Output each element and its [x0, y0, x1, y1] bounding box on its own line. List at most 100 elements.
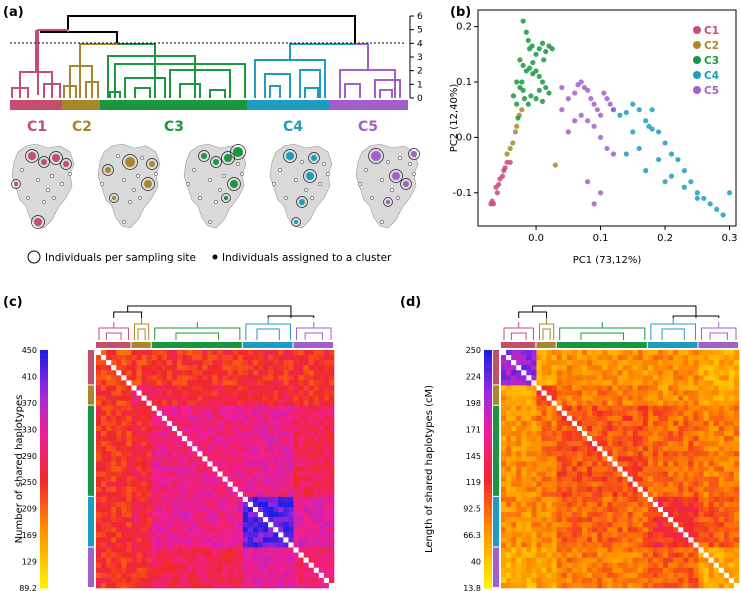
heatmap-cell [328, 395, 335, 401]
heatmap-cell [652, 436, 659, 442]
heatmap-cell [587, 517, 593, 523]
heatmap-cell [96, 446, 102, 452]
heatmap-cell [263, 415, 269, 422]
heatmap-cell [521, 476, 527, 482]
heatmap-cell [283, 431, 289, 437]
heatmap-cell [177, 522, 183, 528]
heatmap-cell [526, 395, 532, 401]
heatmap-cell [212, 441, 218, 447]
heatmap-cell [617, 501, 623, 508]
heatmap-cell [627, 486, 633, 493]
heatmap-cell [536, 496, 542, 503]
heatmap-cell [313, 400, 320, 407]
heatmap-cell [521, 431, 527, 437]
heatmap-cell [647, 517, 654, 523]
heatmap-cell [637, 552, 644, 558]
sampling-map-c2 [97, 143, 161, 229]
heatmap-cell [602, 441, 608, 447]
heatmap-cell [242, 436, 249, 442]
heatmap-cell [541, 471, 547, 477]
heatmap-cell [111, 527, 117, 533]
heatmap-cell [683, 441, 689, 447]
heatmap-cell [703, 415, 709, 422]
heatmap-cell [187, 582, 193, 589]
heatmap-cell [556, 355, 563, 361]
heatmap-cell [693, 527, 699, 533]
heatmap-cell [323, 471, 330, 477]
colorbar-tick-label: 89.2 [19, 584, 37, 591]
heatmap-cell [303, 431, 309, 437]
heatmap-cell [166, 562, 173, 569]
heatmap-cell [212, 425, 218, 432]
heatmap-cell [582, 532, 588, 538]
heatmap-cell [288, 400, 294, 407]
heatmap-cell [526, 517, 532, 523]
heatmap-cell [546, 567, 552, 574]
heatmap-cell [657, 527, 664, 533]
heatmap-cell [227, 415, 234, 422]
heatmap-cell [182, 400, 188, 407]
heatmap-cell [121, 370, 127, 376]
heatmap-cell [116, 562, 122, 569]
heatmap-cell [592, 461, 598, 467]
heatmap-cell [698, 355, 704, 361]
heatmap-cell [703, 355, 709, 361]
heatmap-cell [566, 405, 573, 412]
heatmap-cell [187, 461, 193, 467]
dendro-root-link [67, 15, 356, 44]
heatmap-cell [192, 552, 198, 558]
heatmap-cell [582, 486, 588, 493]
heatmap-cell [106, 441, 112, 447]
heatmap-cell [541, 557, 547, 563]
row-cluster-bar [88, 496, 94, 547]
heatmap-cell [207, 375, 213, 381]
heatmap-cell [293, 506, 299, 513]
heatmap-cell [111, 385, 117, 391]
heatmap-cell [293, 436, 299, 442]
heatmap-cell [318, 461, 325, 467]
heatmap-dendro-branch [700, 327, 737, 340]
heatmap-cell [637, 390, 644, 396]
heatmap-dendro-sub [510, 332, 527, 340]
heatmap-cell [278, 491, 284, 498]
heatmap-cell [632, 491, 639, 498]
heatmap-cell [652, 456, 659, 462]
heatmap-cell [146, 567, 153, 574]
colorbar-segment [484, 576, 492, 581]
heatmap-cell [222, 481, 228, 488]
heatmap-cell [192, 562, 198, 569]
heatmap-cell [723, 582, 730, 589]
heatmap-cell [657, 410, 664, 417]
heatmap-cell [318, 405, 325, 412]
heatmap-cell [561, 471, 568, 477]
heatmap-cell [693, 461, 699, 467]
heatmap-cell [146, 552, 153, 558]
heatmap-cell [166, 491, 173, 498]
heatmap-cell [576, 350, 583, 356]
heatmap-cell [561, 491, 568, 498]
heatmap-cell [612, 582, 618, 589]
heatmap-cell [166, 385, 173, 391]
heatmap-cell [323, 400, 330, 407]
heatmap-cell [146, 380, 153, 386]
heatmap-cell [551, 420, 558, 427]
heatmap-cell [541, 542, 547, 548]
heatmap-cell [111, 496, 117, 503]
heatmap-cell [592, 582, 598, 589]
heatmap-cell [526, 360, 532, 366]
heatmap-cell [126, 582, 132, 589]
heatmap-cell [313, 547, 320, 553]
heatmap-cell [136, 410, 142, 417]
heatmap-cell [703, 441, 709, 447]
heatmap-cell [617, 410, 623, 417]
heatmap-cell [708, 506, 714, 513]
heatmap-cell [531, 562, 537, 569]
heatmap-cell [728, 527, 735, 533]
heatmap-cell [101, 572, 107, 579]
heatmap-cell [126, 547, 132, 553]
heatmap-cell [328, 466, 335, 472]
heatmap-cell [587, 395, 593, 401]
heatmap-cell [657, 567, 664, 574]
heatmap-cell [566, 360, 573, 366]
heatmap-cell [182, 577, 188, 584]
